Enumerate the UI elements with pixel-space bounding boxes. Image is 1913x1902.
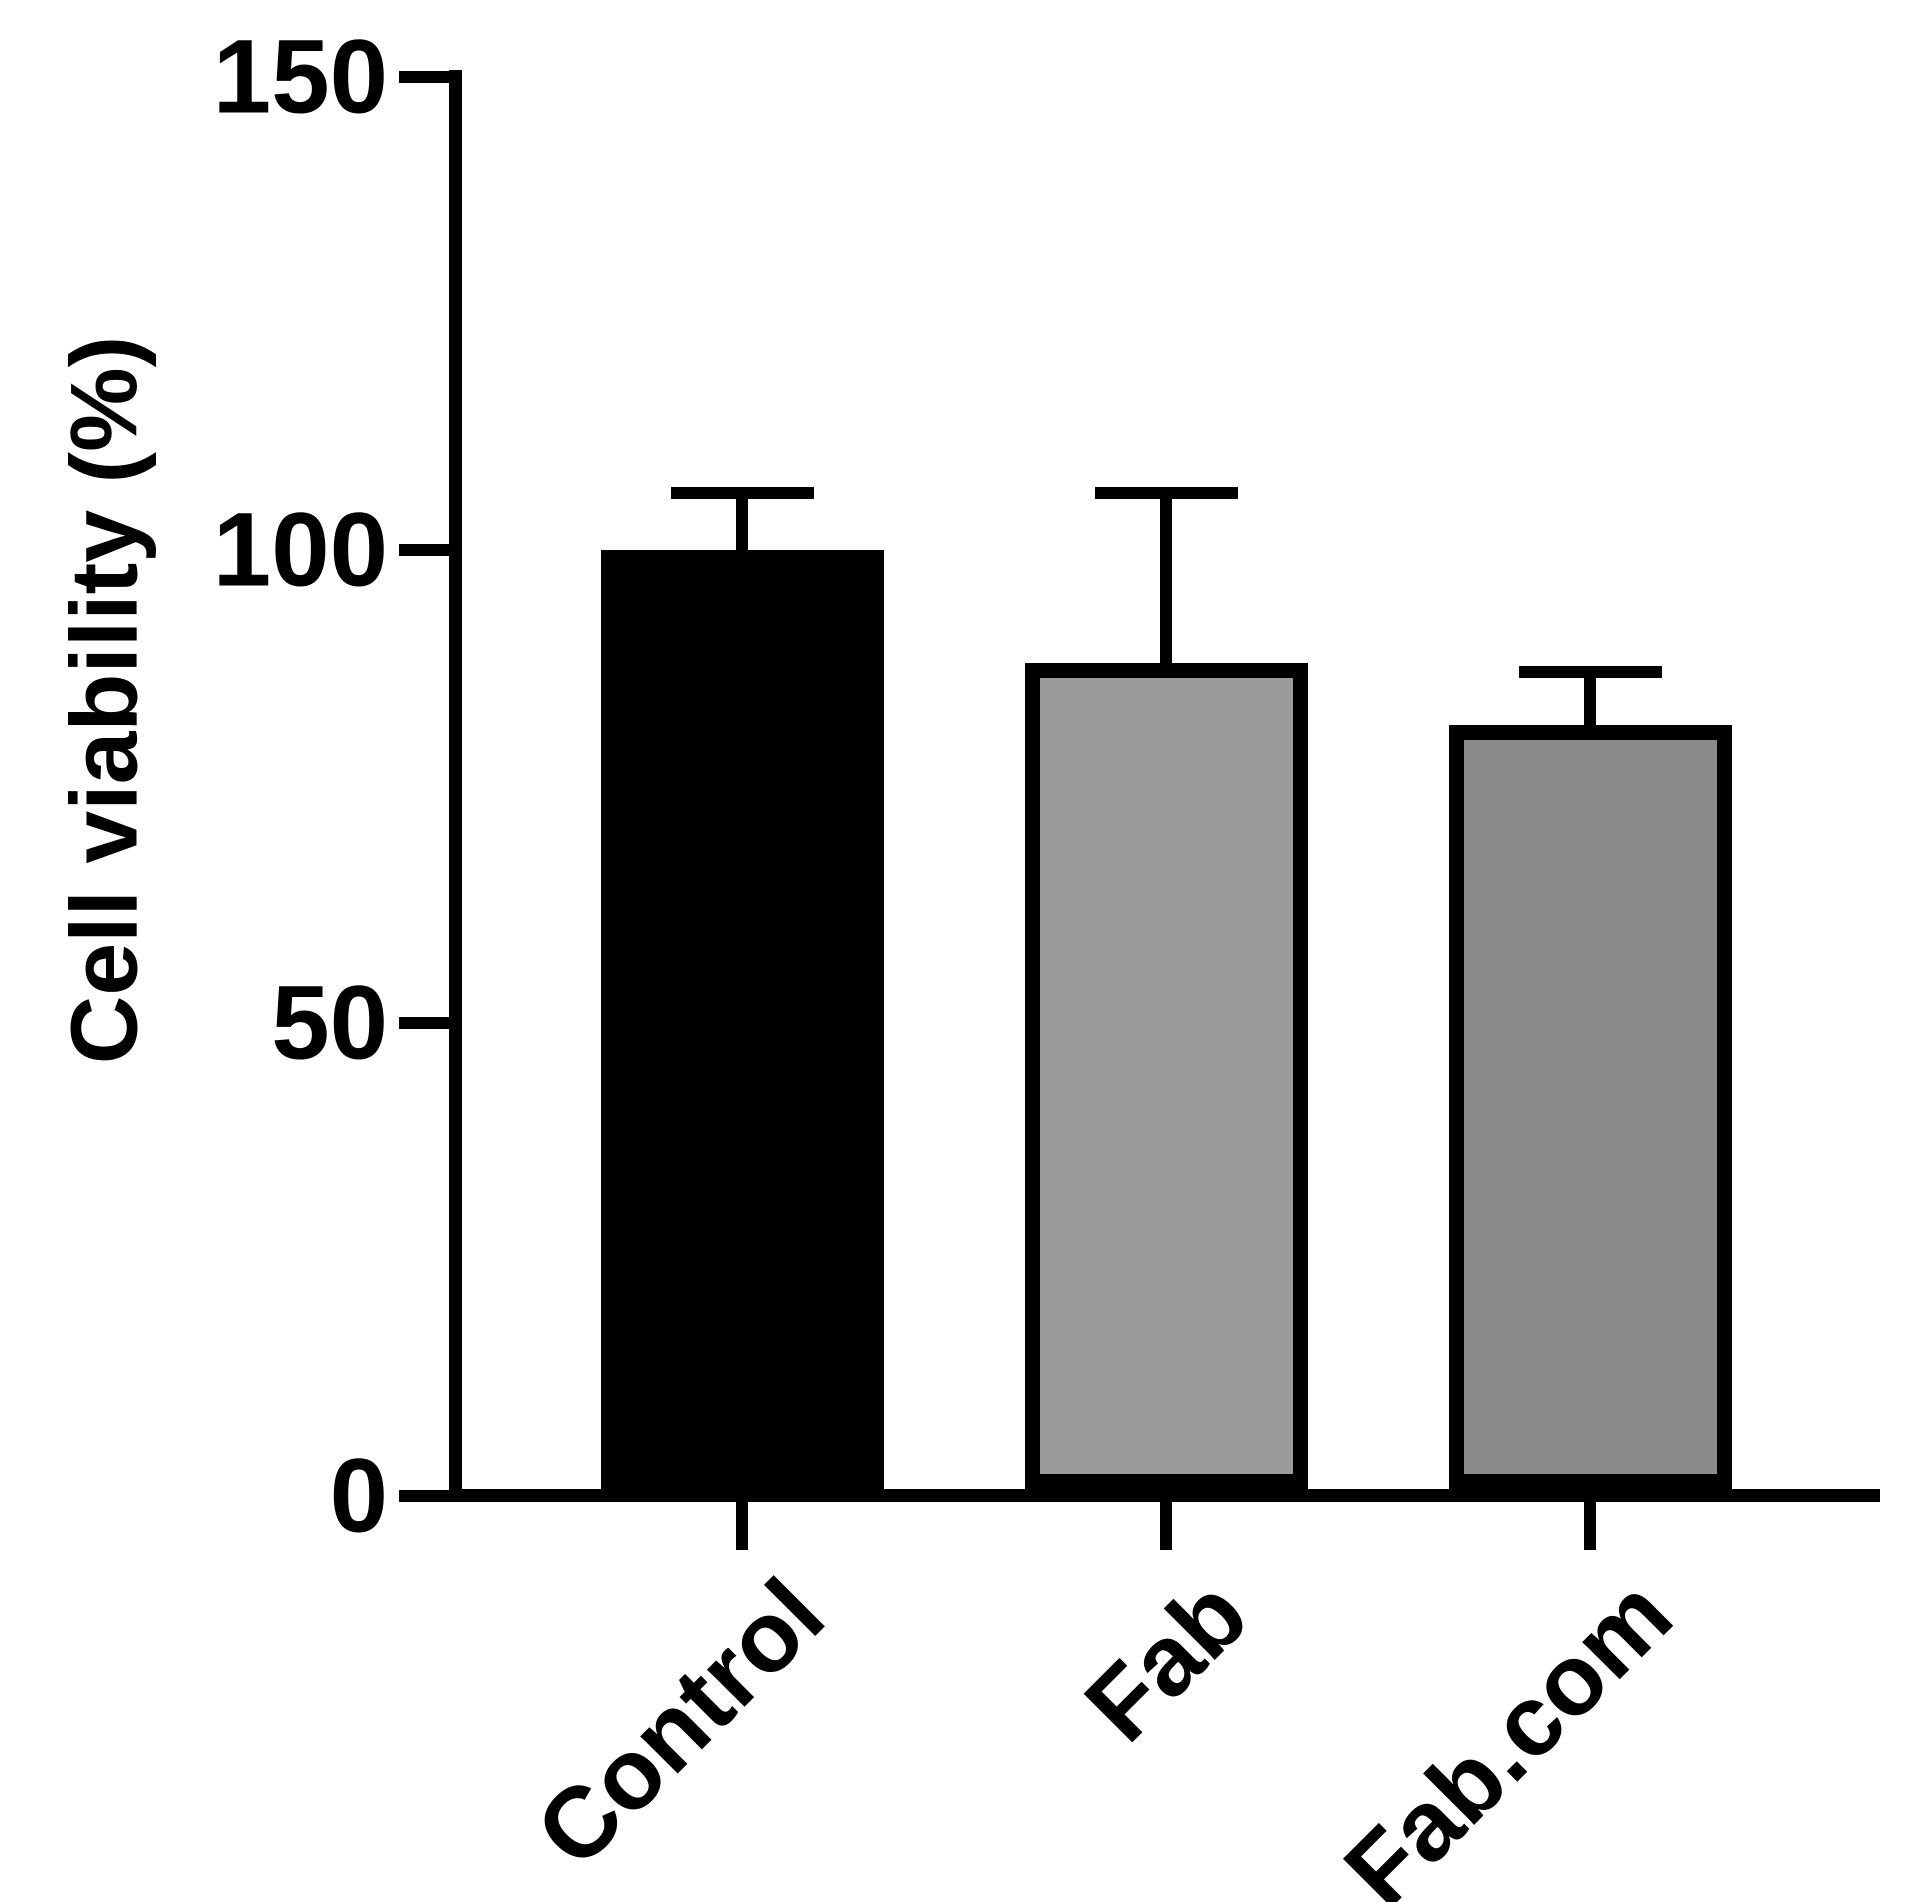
y-tick-label-50: 50	[271, 964, 388, 1082]
error-bar-vline-control	[736, 493, 748, 554]
x-label-fab: Fab	[1064, 1557, 1269, 1763]
y-tick-50	[399, 1016, 449, 1029]
x-label-control: Control	[514, 1557, 845, 1889]
x-label-fab-com: Fab.com	[1323, 1557, 1693, 1902]
bar-control	[600, 549, 884, 1489]
y-tick-label-0: 0	[329, 1437, 388, 1554]
y-tick-label-100: 100	[212, 491, 388, 609]
error-bar-cap-fab	[1094, 487, 1238, 500]
y-tick-150	[399, 70, 449, 83]
y-tick-0	[399, 1489, 449, 1502]
bar-fab	[1024, 663, 1308, 1489]
error-bar-cap-control	[670, 487, 814, 500]
y-axis-title: Cell viability (%)	[51, 335, 158, 1065]
error-bar-vline-fab-com	[1584, 671, 1596, 729]
x-tick-fab-com	[1584, 1502, 1596, 1550]
y-axis-line	[449, 70, 462, 1502]
y-tick-label-150: 150	[212, 18, 388, 136]
error-bar-vline-fab	[1160, 493, 1172, 668]
x-tick-control	[736, 1502, 748, 1550]
x-tick-fab	[1160, 1502, 1172, 1550]
x-axis-line	[449, 1489, 1880, 1502]
error-bar-cap-fab-com	[1518, 665, 1662, 678]
y-tick-100	[399, 543, 449, 556]
bar-fab-com	[1448, 724, 1732, 1489]
